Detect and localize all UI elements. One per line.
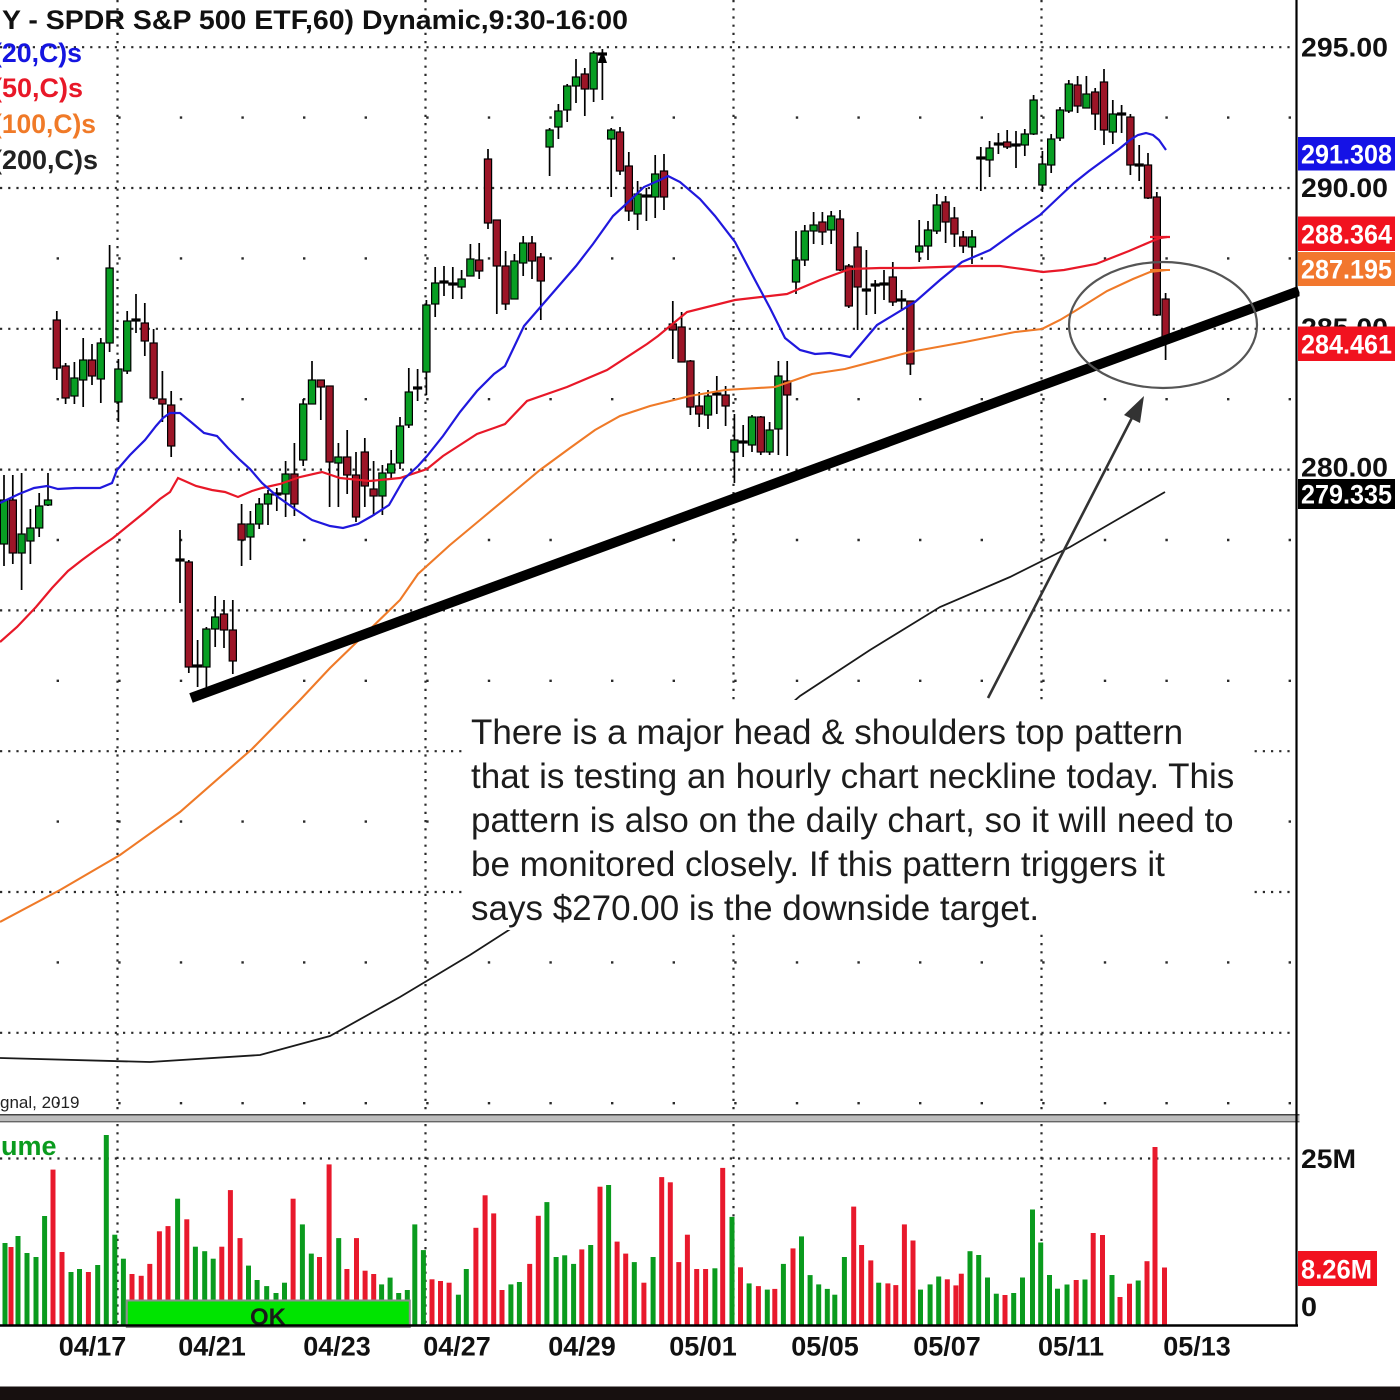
svg-text:(50,C)s: (50,C)s (0, 73, 83, 103)
svg-text:279.335: 279.335 (1301, 480, 1392, 510)
svg-text:280.00: 280.00 (1301, 453, 1388, 483)
svg-text:284.461: 284.461 (1301, 329, 1392, 359)
svg-text:05/13: 05/13 (1163, 1332, 1231, 1362)
svg-text:(20,C)s: (20,C)s (0, 38, 82, 68)
svg-text:(200,C)s: (200,C)s (0, 145, 98, 175)
svg-text:0: 0 (1301, 1292, 1317, 1322)
svg-text:8.26M: 8.26M (1301, 1255, 1372, 1285)
svg-text:says $270.00 is the downside t: says $270.00 is the downside target. (471, 889, 1039, 928)
svg-text:04/21: 04/21 (178, 1332, 246, 1362)
svg-text:05/01: 05/01 (669, 1332, 737, 1362)
svg-text:05/07: 05/07 (913, 1332, 981, 1362)
svg-text:OK: OK (250, 1304, 287, 1331)
svg-text:290.00: 290.00 (1301, 173, 1388, 203)
svg-text:04/17: 04/17 (59, 1332, 127, 1362)
svg-text:gnal, 2019: gnal, 2019 (0, 1093, 79, 1112)
svg-text:04/27: 04/27 (423, 1332, 491, 1362)
svg-text:that is testing an hourly char: that is testing an hourly chart neckline… (471, 757, 1234, 796)
svg-text:Y - SPDR S&P 500 ETF,60) Dynam: Y - SPDR S&P 500 ETF,60) Dynamic,9:30-16… (2, 5, 628, 35)
svg-text:291.308: 291.308 (1301, 139, 1392, 169)
svg-text:There is a major head & should: There is a major head & shoulders top pa… (471, 713, 1183, 752)
svg-text:295.00: 295.00 (1301, 33, 1388, 63)
svg-text:be monitored closely. If this: be monitored closely. If this pattern tr… (471, 845, 1165, 884)
svg-text:(100,C)s: (100,C)s (0, 109, 96, 139)
svg-text:25M: 25M (1301, 1144, 1356, 1174)
svg-text:04/29: 04/29 (548, 1332, 616, 1362)
svg-text:pattern is also on the daily c: pattern is also on the daily chart, so i… (471, 801, 1234, 840)
svg-text:04/23: 04/23 (303, 1332, 371, 1362)
svg-text:287.195: 287.195 (1301, 255, 1392, 285)
svg-text:288.364: 288.364 (1301, 219, 1392, 249)
svg-text:05/11: 05/11 (1038, 1332, 1104, 1362)
svg-text:ume: ume (1, 1131, 57, 1161)
svg-text:05/05: 05/05 (791, 1332, 859, 1362)
